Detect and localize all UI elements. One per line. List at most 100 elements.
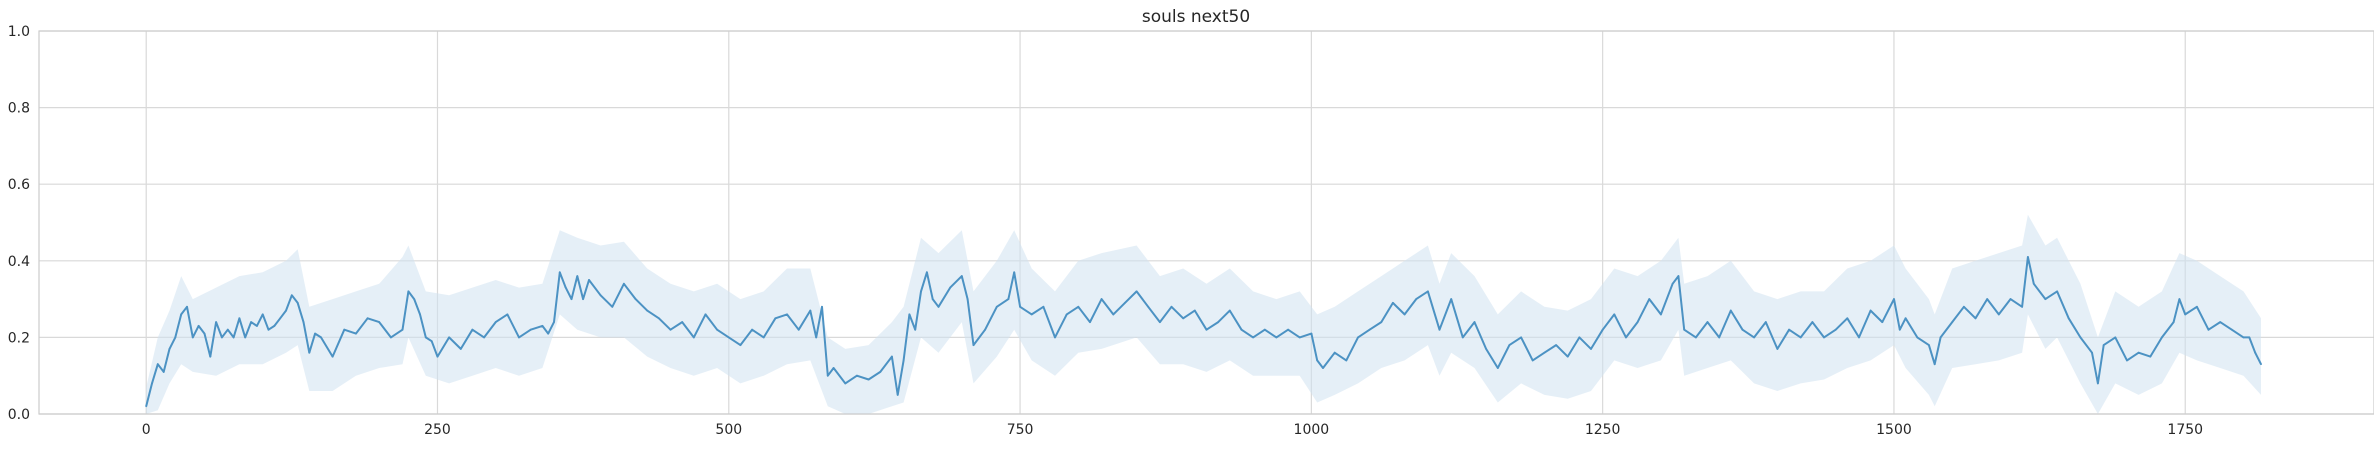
data-point-44 [448, 336, 450, 339]
data-point-105 [1019, 305, 1021, 308]
data-point-163 [1677, 275, 1680, 277]
data-point-151 [1543, 351, 1546, 354]
data-point-217 [2242, 336, 2245, 339]
data-point-119 [1182, 317, 1185, 320]
data-point-211 [2178, 298, 2181, 300]
data-point-120 [1193, 309, 1196, 312]
data-point-62 [611, 305, 614, 308]
x-tick-label-7: 1750 [2167, 422, 2203, 438]
data-point-53 [547, 332, 550, 335]
data-point-61 [599, 294, 602, 297]
data-point-100 [972, 344, 975, 346]
data-point-103 [1007, 298, 1010, 300]
data-point-218 [2248, 336, 2251, 339]
data-point-36 [390, 336, 392, 339]
data-point-190 [1963, 305, 1965, 308]
data-point-99 [966, 298, 969, 300]
data-point-51 [529, 328, 532, 331]
data-point-6 [180, 313, 183, 316]
data-point-95 [931, 298, 934, 300]
data-point-208 [2149, 355, 2152, 358]
data-point-214 [2207, 328, 2210, 331]
data-point-125 [1252, 336, 1254, 339]
data-point-108 [1054, 336, 1056, 339]
data-point-93 [920, 290, 922, 293]
data-point-97 [949, 286, 952, 289]
confidence-band [146, 214, 2262, 414]
data-point-30 [320, 336, 322, 339]
data-point-175 [1811, 321, 1814, 323]
data-point-199 [2056, 290, 2059, 293]
data-point-162 [1671, 282, 1674, 285]
axis-frame [38, 30, 2374, 415]
data-point-157 [1613, 313, 1616, 316]
data-point-70 [704, 313, 707, 316]
data-point-104 [1013, 271, 1016, 274]
data-point-77 [786, 313, 788, 316]
data-point-191 [1974, 317, 1977, 320]
data-point-3 [162, 371, 165, 373]
data-point-57 [570, 298, 573, 300]
data-point-149 [1520, 336, 1522, 339]
data-point-215 [2219, 321, 2222, 323]
data-point-16 [238, 317, 241, 320]
data-point-2 [156, 363, 159, 366]
data-point-29 [314, 332, 316, 335]
data-point-159 [1636, 321, 1639, 323]
data-point-166 [1706, 321, 1709, 323]
data-point-75 [762, 336, 765, 339]
data-point-197 [2032, 282, 2035, 285]
data-point-60 [588, 279, 590, 281]
data-point-153 [1566, 355, 1569, 358]
data-point-37 [401, 328, 404, 331]
data-point-8 [191, 336, 194, 339]
data-point-12 [215, 321, 218, 323]
confidence-band-layer [146, 214, 2262, 414]
data-point-111 [1089, 321, 1091, 323]
data-point-179 [1858, 336, 1860, 339]
y-tick-label-4: 0.8 [8, 101, 30, 117]
data-point-38 [407, 290, 410, 293]
x-axis-ticks: 0 250 500 750 1000 1250 1500 1750 [142, 422, 2203, 438]
data-point-91 [908, 313, 911, 316]
data-point-106 [1030, 313, 1033, 316]
y-axis-ticks: 0.0 0.2 0.4 0.6 0.8 1.0 [8, 24, 30, 423]
data-point-56 [564, 286, 567, 289]
data-point-154 [1578, 336, 1581, 339]
data-point-82 [826, 374, 829, 377]
data-point-50 [518, 336, 520, 339]
data-point-114 [1124, 302, 1126, 304]
data-point-48 [494, 321, 497, 323]
data-point-65 [646, 309, 649, 312]
data-point-209 [2161, 336, 2163, 339]
data-point-25 [290, 294, 293, 297]
data-point-165 [1695, 336, 1697, 339]
data-point-15 [232, 336, 235, 339]
x-tick-label-0: 0 [142, 422, 151, 438]
x-tick-label-5: 1250 [1585, 422, 1621, 438]
y-tick-label-3: 0.6 [8, 177, 30, 193]
data-point-80 [815, 336, 818, 339]
data-point-10 [203, 332, 206, 335]
y-tick-label-1: 0.2 [8, 330, 30, 346]
data-point-110 [1077, 305, 1080, 308]
data-point-130 [1310, 332, 1313, 335]
x-tick-label-1: 250 [424, 422, 451, 438]
data-point-195 [2021, 305, 2023, 308]
y-tick-label-2: 0.4 [8, 254, 30, 270]
data-point-14 [226, 328, 229, 331]
data-point-192 [1986, 298, 1989, 300]
data-point-11 [209, 355, 212, 358]
data-point-177 [1834, 328, 1837, 331]
data-point-43 [436, 355, 439, 358]
data-point-69 [692, 336, 695, 339]
data-point-27 [302, 321, 305, 323]
data-point-85 [856, 374, 858, 377]
data-point-173 [1788, 328, 1790, 331]
x-tick-label-2: 500 [715, 422, 742, 438]
data-point-117 [1159, 321, 1161, 323]
data-point-28 [308, 351, 311, 354]
data-point-137 [1380, 321, 1383, 323]
data-point-98 [960, 275, 963, 277]
